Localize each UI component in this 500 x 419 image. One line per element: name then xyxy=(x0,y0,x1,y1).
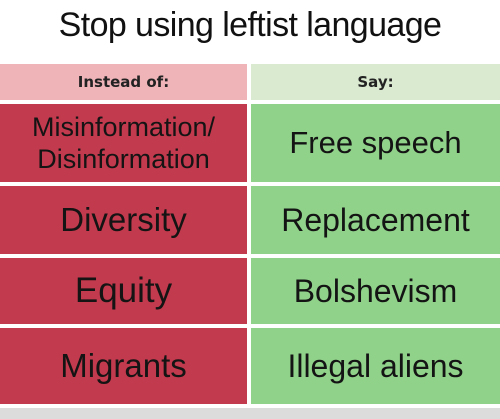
table-row-1-say: Free speech xyxy=(251,104,500,182)
header-instead-of: Instead of: xyxy=(0,64,247,100)
table-row-3-say: Bolshevism xyxy=(251,258,500,324)
instead-text-3: Equity xyxy=(74,271,173,310)
table-row-4-say: Illegal aliens xyxy=(251,328,500,404)
table-row-2-instead: Diversity xyxy=(0,186,247,254)
say-text-2: Replacement xyxy=(281,201,470,238)
instead-text-1b: Disinformation xyxy=(37,144,210,174)
header-say: Say: xyxy=(251,64,500,100)
table-row-4-instead: Migrants xyxy=(0,328,247,404)
instead-text-1a: Misinformation/ xyxy=(31,112,216,142)
say-text-4: Illegal aliens xyxy=(287,347,464,384)
comparison-table: Instead of: Say: Misinformation/ Disinfo… xyxy=(0,64,500,419)
table-row-2-say: Replacement xyxy=(251,186,500,254)
say-text-1: Free speech xyxy=(289,125,462,160)
page-title: Stop using leftist language xyxy=(58,6,442,44)
table-row-1-instead: Misinformation/ Disinformation xyxy=(0,104,247,182)
instead-text-2: Diversity xyxy=(60,201,187,238)
instead-text-4: Migrants xyxy=(60,347,187,384)
say-text-3: Bolshevism xyxy=(293,272,458,309)
table-row-3-instead: Equity xyxy=(0,258,247,324)
bottom-divider xyxy=(0,408,500,419)
